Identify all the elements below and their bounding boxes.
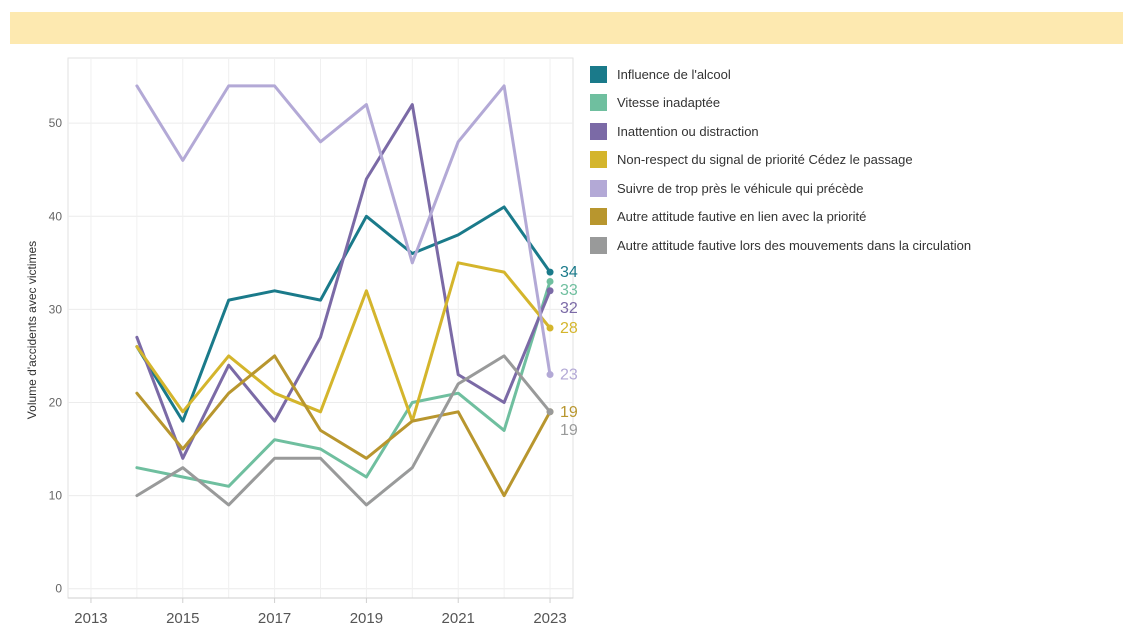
- series-end-point: [546, 371, 554, 379]
- legend-swatch: [590, 179, 607, 197]
- legend-label: Influence de l'alcool: [617, 66, 731, 82]
- legend-item[interactable]: Non-respect du signal de priorité Cédez …: [590, 146, 971, 175]
- axes: 0 10 20 30 40 50 2013 2015 2017 2019 2021 2023: [49, 116, 573, 627]
- grid: [67, 57, 574, 599]
- series-end-point: [546, 277, 554, 285]
- series-end-label: 19: [560, 422, 578, 439]
- legend: Influence de l'alcool Vitesse inadaptée In…: [590, 60, 971, 260]
- series-line: [135, 354, 552, 498]
- y-tick-label: 10: [49, 489, 63, 503]
- series-end-label: 23: [560, 367, 578, 384]
- y-axis-label: Volume d'accidents avec victimes: [25, 241, 39, 419]
- legend-label: Non-respect du signal de priorité Cédez …: [617, 152, 913, 168]
- y-tick-label: 0: [55, 582, 62, 596]
- legend-item[interactable]: Autre attitude fautive en lien avec la p…: [590, 203, 971, 232]
- x-tick-label: 2017: [258, 610, 291, 627]
- legend-swatch: [590, 65, 607, 83]
- legend-swatch: [590, 94, 607, 112]
- series-line: [135, 84, 552, 377]
- series-line: [135, 279, 552, 488]
- x-tick-label: 2019: [350, 610, 383, 627]
- x-tick-label: 2015: [166, 610, 199, 627]
- y-tick-label: 40: [49, 209, 63, 223]
- series-end-label: 33: [560, 282, 578, 299]
- x-tick-label: 2021: [442, 610, 475, 627]
- legend-swatch: [590, 236, 607, 254]
- legend-item[interactable]: Influence de l'alcool: [590, 60, 971, 89]
- series-end-label: 32: [560, 300, 578, 317]
- x-tick-label: 2023: [533, 610, 566, 627]
- legend-item[interactable]: Autre attitude fautive lors des mouvemen…: [590, 231, 971, 260]
- series-end-label: 34: [560, 264, 578, 281]
- series-end-label: 19: [560, 404, 578, 421]
- y-tick-label: 20: [49, 395, 63, 409]
- legend-swatch: [590, 122, 607, 140]
- legend-label: Autre attitude fautive lors des mouvemen…: [617, 237, 972, 253]
- legend-item[interactable]: Inattention ou distraction: [590, 117, 971, 146]
- series-end-point: [546, 408, 554, 416]
- series-line: [135, 354, 552, 507]
- series-line: [135, 103, 552, 460]
- series-end-point: [546, 324, 554, 332]
- header-banner: [10, 12, 1123, 44]
- legend-item[interactable]: Suivre de trop près le véhicule qui préc…: [590, 174, 971, 203]
- series-line: [135, 261, 552, 423]
- legend-label: Vitesse inadaptée: [617, 95, 721, 111]
- legend-item[interactable]: Vitesse inadaptée: [590, 89, 971, 118]
- series-lines: [135, 84, 554, 507]
- series-end-point: [546, 268, 554, 276]
- series-line: [135, 205, 552, 423]
- legend-label: Autre attitude fautive en lien avec la p…: [617, 209, 867, 225]
- legend-swatch: [590, 151, 607, 169]
- series-end-point: [546, 287, 554, 295]
- legend-label: Inattention ou distraction: [617, 123, 759, 139]
- x-tick-label: 2013: [74, 610, 107, 627]
- series-end-label: 28: [560, 320, 578, 337]
- y-tick-label: 30: [49, 302, 63, 316]
- y-tick-label: 50: [49, 116, 63, 130]
- legend-label: Suivre de trop près le véhicule qui préc…: [617, 180, 864, 196]
- legend-swatch: [590, 208, 607, 226]
